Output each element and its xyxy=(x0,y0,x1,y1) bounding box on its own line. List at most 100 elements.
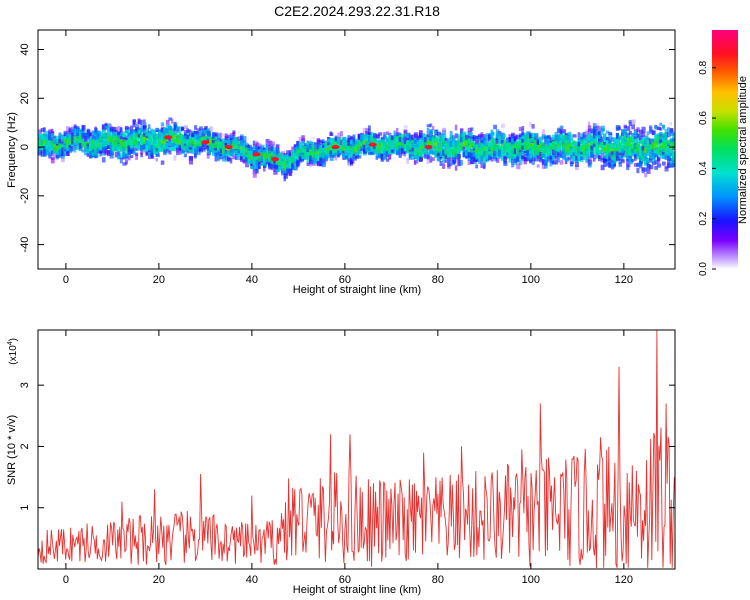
spectrogram-cell xyxy=(94,136,97,141)
spectrogram-cell xyxy=(454,165,458,171)
spectrogram-cell xyxy=(511,155,515,160)
spectrogram-cell xyxy=(342,145,346,151)
spectrogram-cell xyxy=(605,144,610,148)
spectrogram-cell xyxy=(457,135,462,141)
spectrogram-cell xyxy=(245,157,250,163)
spectrogram-cell xyxy=(296,150,299,155)
spectrogram-cell xyxy=(194,153,197,159)
spectrogram-cell xyxy=(319,157,323,161)
spectrogram-cell xyxy=(475,164,478,169)
spectrogram-cell xyxy=(130,130,133,135)
spectrogram-cell xyxy=(324,150,328,154)
spectrogram-cell xyxy=(503,156,507,163)
spectrogram-cell xyxy=(148,140,151,145)
spectrogram-cell xyxy=(173,127,177,131)
spectrogram-cell xyxy=(291,162,294,167)
spectrogram-cell xyxy=(112,126,117,132)
spectrogram-cell xyxy=(452,157,457,163)
spectrogram-cell xyxy=(516,135,520,140)
spectrogram-cell xyxy=(347,140,351,146)
spectrogram-cell xyxy=(209,139,214,145)
spectrogram-cell xyxy=(373,147,377,153)
spectrogram-cell xyxy=(86,139,90,144)
spectrogram-cell xyxy=(109,149,114,155)
spectrogram-cell xyxy=(544,162,547,166)
spectrogram-cell xyxy=(122,147,126,151)
spectrogram-cell xyxy=(127,156,131,161)
spectrogram-cell xyxy=(401,138,405,144)
spectrogram-cell xyxy=(178,148,183,152)
spectrogram-cell xyxy=(298,143,302,147)
spectrogram-cell xyxy=(360,135,363,140)
spectrogram-cell xyxy=(171,118,174,124)
spectrogram-cell xyxy=(467,152,471,158)
spectrogram-cell xyxy=(237,146,241,153)
spectrogram-cell xyxy=(357,142,361,147)
spectrogram-cell xyxy=(135,154,138,160)
spectrogram-cell xyxy=(219,148,224,153)
spectrogram-cell xyxy=(229,151,233,157)
spectrogram-cell xyxy=(603,154,607,159)
spectrogram-cell xyxy=(117,137,122,143)
spectrogram-cell xyxy=(498,146,503,150)
spectrogram-cell xyxy=(327,147,331,153)
spectrogram-cell xyxy=(467,145,471,152)
spectrogram-cell xyxy=(217,152,221,156)
spectrogram-cell xyxy=(419,133,422,138)
spectrogram-cell xyxy=(78,132,83,136)
spectrogram-cell xyxy=(508,147,513,153)
spectrogram-cell xyxy=(176,139,180,143)
spectrogram-cell xyxy=(286,155,290,160)
spectrogram-cell xyxy=(66,138,69,142)
spectrogram-cell xyxy=(452,142,457,146)
spectrogram-cell xyxy=(263,149,267,153)
spectrogram-cell xyxy=(539,143,542,149)
spectrogram-cell xyxy=(122,144,126,148)
spectrogram-cell xyxy=(173,122,177,127)
spectrogram-cell xyxy=(250,146,253,153)
spectrogram-cell xyxy=(413,142,417,146)
spectrogram-cell xyxy=(511,158,515,165)
spectrogram-cell xyxy=(506,143,510,147)
spectrogram-cell xyxy=(191,137,195,142)
spectrogram-cell xyxy=(495,129,500,133)
spectrogram-cell xyxy=(378,147,382,154)
spectrogram-cell xyxy=(160,147,165,152)
spectrogram-cell xyxy=(117,125,121,131)
spectrogram-cell xyxy=(449,141,453,147)
spectrogram-cell xyxy=(76,129,81,134)
spectrogram-cell xyxy=(171,142,174,147)
spectrogram-cell xyxy=(122,153,126,158)
spectrogram-cell xyxy=(347,159,352,165)
spectrogram-cell xyxy=(283,159,288,163)
spectrogram-cell xyxy=(460,136,463,143)
spectrogram-cell xyxy=(401,149,405,154)
spectrogram-cell xyxy=(587,156,592,161)
spectrogram-cell xyxy=(506,152,510,156)
spectrogram-cell xyxy=(119,139,124,145)
spectrogram-cell xyxy=(142,119,146,124)
spectrogram-cell xyxy=(605,157,609,162)
spectrogram-cell xyxy=(252,171,257,176)
spectrogram-cell xyxy=(188,156,193,161)
spectrogram-cell xyxy=(562,147,565,152)
spectrogram-cell xyxy=(94,150,99,156)
spectrogram-cell xyxy=(344,146,348,151)
spectrogram-cell xyxy=(534,148,537,155)
spectrogram-cell xyxy=(413,160,419,164)
spectrogram-cell xyxy=(467,127,472,132)
spectrogram-cell xyxy=(280,170,284,176)
spectrogram-cell xyxy=(257,161,263,165)
spectrogram-cell xyxy=(350,145,354,151)
spectrogram-cell xyxy=(48,145,53,151)
spectrogram-cell xyxy=(470,149,475,153)
spectrogram-cell xyxy=(503,161,508,166)
spectrogram-cell xyxy=(283,162,288,169)
spectrogram-cell xyxy=(66,146,70,152)
spectrogram-cell xyxy=(590,145,594,151)
spectrogram-cell xyxy=(490,157,494,162)
spectrogram-cell xyxy=(224,139,228,144)
spectrogram-cell xyxy=(500,151,505,156)
spectrogram-cell xyxy=(447,152,451,159)
spectrogram-cell xyxy=(595,144,599,149)
